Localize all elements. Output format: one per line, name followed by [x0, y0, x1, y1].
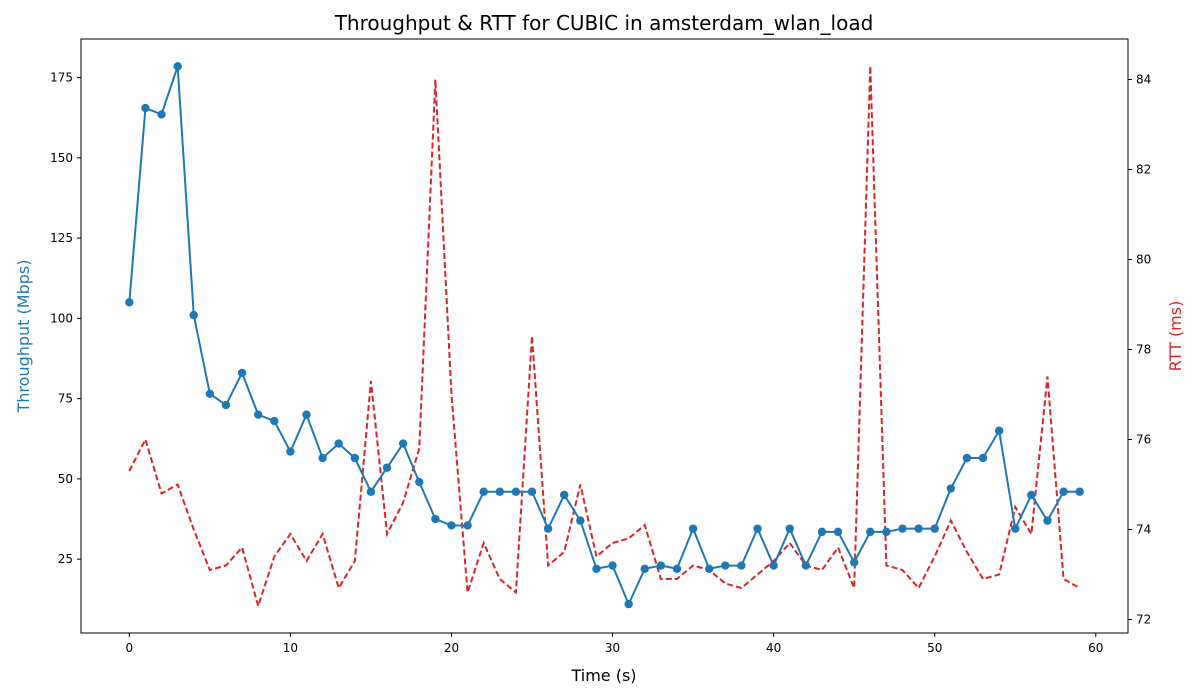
y-left-tick-label: 75 — [58, 392, 73, 406]
plot-area — [80, 38, 1129, 634]
throughput-point — [495, 487, 504, 496]
throughput-point — [141, 103, 150, 113]
y-left-tick-label: 50 — [58, 472, 73, 486]
throughput-point — [189, 310, 198, 320]
y-axis-right-title: RTT (ms) — [1166, 301, 1185, 372]
y-left-tick-label: 175 — [50, 71, 73, 85]
throughput-point — [398, 439, 408, 448]
y-left-tick-label: 100 — [50, 311, 73, 325]
x-tick-label: 0 — [126, 641, 134, 655]
throughput-point — [350, 453, 360, 463]
x-tick-label: 10 — [283, 641, 298, 655]
throughput-point — [994, 426, 1004, 435]
x-tick-label: 20 — [444, 641, 459, 655]
throughput-point — [817, 527, 827, 537]
throughput-point — [624, 599, 633, 609]
throughput-point — [221, 400, 231, 410]
throughput-point — [286, 447, 295, 456]
throughput-point — [769, 561, 778, 570]
throughput-point — [721, 561, 730, 570]
throughput-point — [511, 487, 521, 496]
throughput-point — [1027, 490, 1036, 500]
y-axis-left: 25 50 75 100 125 150 175 — [50, 71, 81, 566]
x-axis-title: Time (s) — [570, 666, 636, 685]
throughput-point — [930, 524, 939, 533]
throughput-point — [527, 487, 537, 496]
y-axis-right: 72 74 76 78 80 82 84 — [1128, 73, 1151, 627]
throughput-point — [1059, 487, 1068, 496]
throughput-point — [914, 524, 923, 533]
y-right-tick-label: 74 — [1136, 523, 1151, 537]
throughput-point — [463, 521, 472, 530]
x-tick-label: 40 — [766, 641, 781, 655]
throughput-point — [415, 477, 424, 487]
throughput-point — [366, 487, 376, 496]
throughput-point — [898, 524, 907, 533]
throughput-point — [318, 453, 327, 463]
y-right-tick-label: 78 — [1136, 343, 1151, 357]
throughput-point — [1075, 487, 1084, 496]
x-tick-label: 60 — [1088, 641, 1103, 655]
throughput-point — [737, 561, 746, 570]
throughput-point — [1043, 516, 1052, 525]
throughput-point — [237, 368, 247, 378]
rtt-series — [128, 65, 1081, 610]
throughput-point — [576, 516, 585, 525]
x-axis: 0 10 20 30 40 50 60 — [126, 633, 1103, 655]
throughput-point — [173, 62, 182, 71]
rtt-line — [128, 65, 1081, 610]
throughput-point — [302, 410, 311, 419]
throughput-point — [205, 389, 215, 398]
throughput-line — [128, 65, 1080, 607]
throughput-point — [656, 561, 666, 570]
throughput-point — [560, 490, 569, 500]
y-right-tick-label: 82 — [1136, 163, 1151, 177]
throughput-point — [543, 524, 553, 533]
y-axis-left-title: Throughput (Mbps) — [14, 260, 33, 414]
throughput-point — [479, 487, 488, 496]
throughput-point — [608, 561, 617, 570]
y-right-tick-label: 80 — [1136, 253, 1151, 267]
chart-title: Throughput & RTT for CUBIC in amsterdam_… — [334, 11, 874, 35]
x-tick-label: 30 — [605, 641, 620, 655]
throughput-point — [688, 524, 698, 533]
y-right-tick-label: 84 — [1136, 73, 1151, 87]
y-left-tick-label: 25 — [58, 552, 73, 566]
throughput-point — [785, 524, 794, 533]
throughput-point — [705, 564, 714, 573]
y-left-tick-label: 150 — [50, 151, 73, 165]
throughput-point — [962, 453, 972, 463]
throughput-series — [125, 62, 1084, 609]
y-right-tick-label: 76 — [1136, 433, 1151, 447]
throughput-point — [866, 527, 875, 537]
plot-frame — [80, 38, 1129, 634]
throughput-point — [592, 564, 601, 573]
throughput-point — [753, 524, 762, 533]
throughput-point — [946, 484, 956, 493]
throughput-point — [801, 561, 811, 570]
throughput-point — [833, 527, 843, 537]
throughput-point — [270, 416, 279, 426]
x-tick-label: 50 — [927, 641, 942, 655]
y-left-tick-label: 125 — [50, 231, 73, 245]
throughput-point — [382, 463, 392, 472]
throughput-point — [125, 298, 134, 307]
throughput-point — [447, 521, 456, 530]
throughput-point — [157, 110, 166, 119]
throughput-point — [640, 564, 649, 573]
throughput-point — [253, 410, 263, 419]
throughput-point — [1011, 524, 1020, 533]
throughput-point — [978, 453, 988, 463]
throughput-point — [849, 558, 859, 567]
throughput-point — [672, 564, 682, 573]
throughput-point — [882, 527, 891, 537]
throughput-point — [431, 514, 440, 524]
y-right-tick-label: 72 — [1136, 613, 1151, 627]
throughput-point — [334, 439, 343, 448]
